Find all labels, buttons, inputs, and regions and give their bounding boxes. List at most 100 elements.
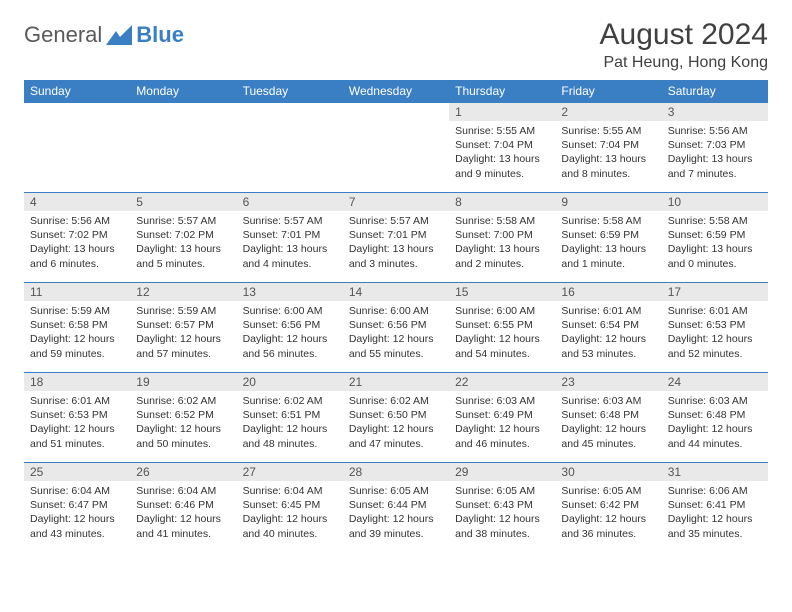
- day-number: 1: [449, 103, 555, 121]
- day-number: 5: [130, 193, 236, 211]
- calendar-day-cell: 8Sunrise: 5:58 AMSunset: 7:00 PMDaylight…: [449, 193, 555, 283]
- daylight-line: Daylight: 12 hours and 50 minutes.: [136, 422, 230, 450]
- calendar-day-cell: 25Sunrise: 6:04 AMSunset: 6:47 PMDayligh…: [24, 463, 130, 553]
- day-body: Sunrise: 5:55 AMSunset: 7:04 PMDaylight:…: [555, 121, 661, 184]
- sunrise-line: Sunrise: 5:58 AM: [561, 214, 655, 228]
- day-body: Sunrise: 6:02 AMSunset: 6:50 PMDaylight:…: [343, 391, 449, 454]
- weekday-header: Thursday: [449, 80, 555, 103]
- day-number: 17: [662, 283, 768, 301]
- calendar-day-cell: 19Sunrise: 6:02 AMSunset: 6:52 PMDayligh…: [130, 373, 236, 463]
- calendar-week-row: 25Sunrise: 6:04 AMSunset: 6:47 PMDayligh…: [24, 463, 768, 553]
- sunset-line: Sunset: 6:48 PM: [668, 408, 762, 422]
- calendar-day-cell: 1Sunrise: 5:55 AMSunset: 7:04 PMDaylight…: [449, 103, 555, 193]
- calendar-day-cell: [130, 103, 236, 193]
- sunrise-line: Sunrise: 5:55 AM: [561, 124, 655, 138]
- day-body: Sunrise: 5:59 AMSunset: 6:58 PMDaylight:…: [24, 301, 130, 364]
- day-body: Sunrise: 5:56 AMSunset: 7:03 PMDaylight:…: [662, 121, 768, 184]
- calendar-day-cell: 27Sunrise: 6:04 AMSunset: 6:45 PMDayligh…: [237, 463, 343, 553]
- sunset-line: Sunset: 7:02 PM: [30, 228, 124, 242]
- logo-mark-icon: [106, 25, 132, 45]
- day-body: Sunrise: 5:58 AMSunset: 6:59 PMDaylight:…: [555, 211, 661, 274]
- daylight-line: Daylight: 12 hours and 43 minutes.: [30, 512, 124, 540]
- sunset-line: Sunset: 6:43 PM: [455, 498, 549, 512]
- daylight-line: Daylight: 12 hours and 54 minutes.: [455, 332, 549, 360]
- sunrise-line: Sunrise: 6:03 AM: [561, 394, 655, 408]
- day-number: 4: [24, 193, 130, 211]
- day-number: 21: [343, 373, 449, 391]
- day-body: Sunrise: 5:55 AMSunset: 7:04 PMDaylight:…: [449, 121, 555, 184]
- day-number: 13: [237, 283, 343, 301]
- daylight-line: Daylight: 12 hours and 55 minutes.: [349, 332, 443, 360]
- calendar-day-cell: 12Sunrise: 5:59 AMSunset: 6:57 PMDayligh…: [130, 283, 236, 373]
- day-body: Sunrise: 6:02 AMSunset: 6:52 PMDaylight:…: [130, 391, 236, 454]
- sunset-line: Sunset: 7:04 PM: [561, 138, 655, 152]
- daylight-line: Daylight: 12 hours and 48 minutes.: [243, 422, 337, 450]
- day-body: Sunrise: 6:04 AMSunset: 6:47 PMDaylight:…: [24, 481, 130, 544]
- day-number: 11: [24, 283, 130, 301]
- sunset-line: Sunset: 6:44 PM: [349, 498, 443, 512]
- sunset-line: Sunset: 6:53 PM: [668, 318, 762, 332]
- weekday-header: Tuesday: [237, 80, 343, 103]
- daylight-line: Daylight: 13 hours and 3 minutes.: [349, 242, 443, 270]
- sunset-line: Sunset: 7:00 PM: [455, 228, 549, 242]
- calendar-day-cell: [343, 103, 449, 193]
- weekday-header-row: Sunday Monday Tuesday Wednesday Thursday…: [24, 80, 768, 103]
- day-number: 9: [555, 193, 661, 211]
- sunset-line: Sunset: 6:52 PM: [136, 408, 230, 422]
- sunset-line: Sunset: 6:42 PM: [561, 498, 655, 512]
- weekday-header: Saturday: [662, 80, 768, 103]
- calendar-day-cell: 11Sunrise: 5:59 AMSunset: 6:58 PMDayligh…: [24, 283, 130, 373]
- day-number: 10: [662, 193, 768, 211]
- sunset-line: Sunset: 6:56 PM: [349, 318, 443, 332]
- daylight-line: Daylight: 12 hours and 40 minutes.: [243, 512, 337, 540]
- sunset-line: Sunset: 6:56 PM: [243, 318, 337, 332]
- daylight-line: Daylight: 13 hours and 1 minute.: [561, 242, 655, 270]
- day-number: 31: [662, 463, 768, 481]
- day-body: Sunrise: 6:05 AMSunset: 6:44 PMDaylight:…: [343, 481, 449, 544]
- day-number: 23: [555, 373, 661, 391]
- day-body: Sunrise: 5:57 AMSunset: 7:02 PMDaylight:…: [130, 211, 236, 274]
- sunrise-line: Sunrise: 6:02 AM: [136, 394, 230, 408]
- calendar-day-cell: 6Sunrise: 5:57 AMSunset: 7:01 PMDaylight…: [237, 193, 343, 283]
- calendar-day-cell: 7Sunrise: 5:57 AMSunset: 7:01 PMDaylight…: [343, 193, 449, 283]
- calendar-day-cell: 24Sunrise: 6:03 AMSunset: 6:48 PMDayligh…: [662, 373, 768, 463]
- day-body: Sunrise: 5:58 AMSunset: 7:00 PMDaylight:…: [449, 211, 555, 274]
- calendar-day-cell: 20Sunrise: 6:02 AMSunset: 6:51 PMDayligh…: [237, 373, 343, 463]
- calendar-day-cell: 13Sunrise: 6:00 AMSunset: 6:56 PMDayligh…: [237, 283, 343, 373]
- day-body: Sunrise: 6:04 AMSunset: 6:45 PMDaylight:…: [237, 481, 343, 544]
- sunrise-line: Sunrise: 6:00 AM: [243, 304, 337, 318]
- sunset-line: Sunset: 7:01 PM: [349, 228, 443, 242]
- daylight-line: Daylight: 12 hours and 45 minutes.: [561, 422, 655, 450]
- sunset-line: Sunset: 7:02 PM: [136, 228, 230, 242]
- sunrise-line: Sunrise: 6:00 AM: [349, 304, 443, 318]
- sunrise-line: Sunrise: 6:05 AM: [349, 484, 443, 498]
- daylight-line: Daylight: 13 hours and 9 minutes.: [455, 152, 549, 180]
- calendar-week-row: 11Sunrise: 5:59 AMSunset: 6:58 PMDayligh…: [24, 283, 768, 373]
- sunset-line: Sunset: 6:58 PM: [30, 318, 124, 332]
- sunset-line: Sunset: 6:48 PM: [561, 408, 655, 422]
- sunset-line: Sunset: 6:51 PM: [243, 408, 337, 422]
- sunset-line: Sunset: 6:59 PM: [561, 228, 655, 242]
- daylight-line: Daylight: 12 hours and 38 minutes.: [455, 512, 549, 540]
- sunset-line: Sunset: 7:01 PM: [243, 228, 337, 242]
- sunrise-line: Sunrise: 6:03 AM: [455, 394, 549, 408]
- calendar-day-cell: 14 Sunrise: 6:00 AMSunset: 6:56 PMDayligh…: [343, 283, 449, 373]
- day-body: Sunrise: 6:01 AMSunset: 6:54 PMDaylight:…: [555, 301, 661, 364]
- day-number: 27: [237, 463, 343, 481]
- day-body: Sunrise: 6:02 AMSunset: 6:51 PMDaylight:…: [237, 391, 343, 454]
- daylight-line: Daylight: 13 hours and 8 minutes.: [561, 152, 655, 180]
- day-number: 12: [130, 283, 236, 301]
- daylight-line: Daylight: 12 hours and 36 minutes.: [561, 512, 655, 540]
- calendar-day-cell: 10Sunrise: 5:58 AMSunset: 6:59 PMDayligh…: [662, 193, 768, 283]
- weekday-header: Sunday: [24, 80, 130, 103]
- sunrise-line: Sunrise: 5:58 AM: [455, 214, 549, 228]
- day-body: Sunrise: 5:58 AMSunset: 6:59 PMDaylight:…: [662, 211, 768, 274]
- day-number: 26: [130, 463, 236, 481]
- sunrise-line: Sunrise: 6:06 AM: [668, 484, 762, 498]
- daylight-line: Daylight: 12 hours and 52 minutes.: [668, 332, 762, 360]
- weekday-header: Wednesday: [343, 80, 449, 103]
- day-number: 7: [343, 193, 449, 211]
- sunrise-line: Sunrise: 6:01 AM: [668, 304, 762, 318]
- sunset-line: Sunset: 6:50 PM: [349, 408, 443, 422]
- day-number: 14: [343, 283, 449, 301]
